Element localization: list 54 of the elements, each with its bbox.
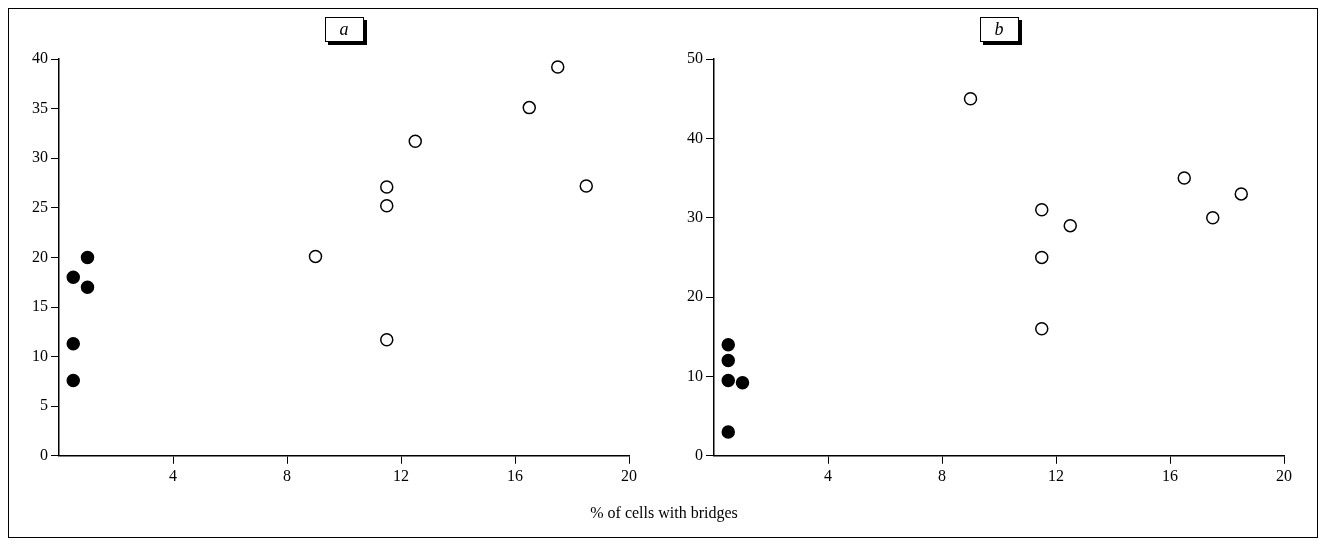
y-tick-label: 30 [687, 207, 703, 225]
point [380, 180, 394, 194]
chart-title: b [979, 17, 1019, 42]
x-tick-label: 8 [938, 466, 946, 484]
chart-title: a [324, 17, 364, 42]
y-tick-label: 30 [32, 148, 48, 166]
y-tick-label: 10 [687, 366, 703, 384]
x-tick-label: 16 [507, 466, 523, 484]
point [721, 425, 735, 439]
point [66, 373, 80, 388]
point [1177, 171, 1191, 185]
y-tick-label: 50 [687, 49, 703, 67]
point [380, 199, 394, 213]
point [522, 100, 536, 115]
y-tick-label: 0 [695, 446, 703, 463]
x-tick-label: 12 [1048, 466, 1064, 484]
y-tick-label: 5 [40, 396, 48, 414]
y-tick-label: 10 [32, 346, 48, 364]
point [1206, 210, 1220, 225]
x-tick-label: 16 [1162, 466, 1178, 484]
x-tick-label: 4 [169, 466, 177, 484]
y-tick-label: 20 [687, 287, 703, 305]
point [1234, 187, 1248, 201]
point [721, 373, 735, 388]
point [579, 179, 593, 193]
x-tick-label: 20 [1276, 466, 1292, 484]
point [963, 91, 978, 106]
point [721, 337, 735, 352]
point [1035, 250, 1049, 265]
point [80, 250, 95, 265]
y-tick-label: 35 [32, 98, 48, 116]
y-tick-label: 40 [687, 128, 703, 146]
point [380, 332, 394, 347]
y-tick-label: 0 [40, 446, 48, 463]
point [66, 336, 80, 351]
point [721, 353, 735, 368]
point [66, 270, 80, 284]
x-tick-label: 20 [621, 466, 637, 484]
x-axis-title: % of cells with bridges [589, 504, 739, 522]
y-tick-label: 25 [32, 198, 48, 215]
point [80, 280, 95, 294]
point [1035, 322, 1049, 336]
point [1035, 203, 1049, 217]
point [1063, 218, 1077, 233]
point [408, 134, 422, 149]
x-tick-label: 12 [393, 466, 409, 484]
x-tick-label: 8 [283, 466, 291, 484]
y-tick-label: 40 [32, 49, 48, 67]
point [308, 249, 323, 264]
y-tick-label: 15 [32, 297, 48, 315]
point [735, 376, 750, 390]
x-tick-label: 4 [824, 466, 832, 484]
y-tick-label: 20 [32, 247, 48, 265]
point [551, 60, 565, 74]
